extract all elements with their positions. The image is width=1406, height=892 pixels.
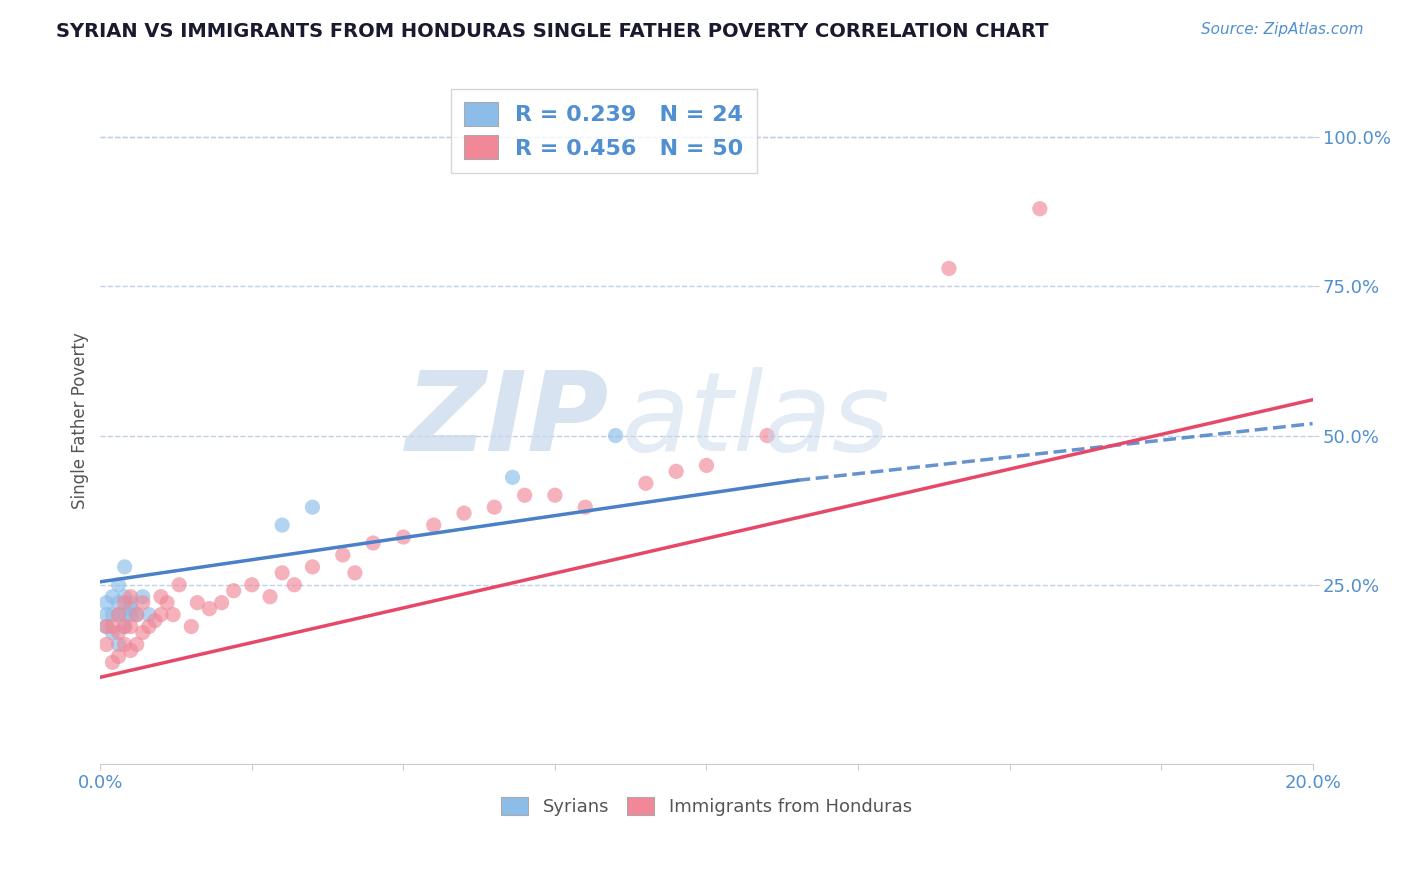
Point <box>222 583 245 598</box>
Point <box>96 596 118 610</box>
Point <box>162 607 184 622</box>
Point <box>513 488 536 502</box>
Text: SYRIAN VS IMMIGRANTS FROM HONDURAS SINGLE FATHER POVERTY CORRELATION CHART: SYRIAN VS IMMIGRANTS FROM HONDURAS SINGL… <box>56 22 1049 41</box>
Point <box>132 596 155 610</box>
Point <box>125 607 148 622</box>
Point <box>96 619 118 633</box>
Point <box>120 607 142 622</box>
Point <box>180 619 202 633</box>
Point <box>107 596 129 610</box>
Point <box>120 643 142 657</box>
Point <box>120 619 142 633</box>
Point <box>120 590 142 604</box>
Point <box>101 590 124 604</box>
Text: atlas: atlas <box>621 368 890 475</box>
Point <box>114 559 136 574</box>
Point <box>107 625 129 640</box>
Point <box>101 619 124 633</box>
Point <box>114 607 136 622</box>
Point <box>132 590 155 604</box>
Point <box>101 607 124 622</box>
Point <box>107 649 129 664</box>
Point <box>211 596 233 610</box>
Point <box>756 428 779 442</box>
Point <box>301 559 323 574</box>
Point <box>120 596 142 610</box>
Point <box>107 607 129 622</box>
Point <box>259 590 281 604</box>
Point <box>120 601 142 615</box>
Point <box>96 637 118 651</box>
Point <box>271 566 294 580</box>
Point <box>114 590 136 604</box>
Point <box>96 607 118 622</box>
Point <box>240 578 263 592</box>
Point <box>361 536 384 550</box>
Point <box>392 530 415 544</box>
Point <box>453 506 475 520</box>
Point <box>502 470 524 484</box>
Y-axis label: Single Father Poverty: Single Father Poverty <box>72 332 89 509</box>
Point <box>114 637 136 651</box>
Point <box>544 488 567 502</box>
Point <box>186 596 208 610</box>
Point <box>114 619 136 633</box>
Point <box>271 518 294 533</box>
Point <box>132 625 155 640</box>
Legend: Syrians, Immigrants from Honduras: Syrians, Immigrants from Honduras <box>494 789 920 823</box>
Point <box>198 601 221 615</box>
Point <box>695 458 717 473</box>
Point <box>96 619 118 633</box>
Point <box>422 518 444 533</box>
Point <box>332 548 354 562</box>
Point <box>125 607 148 622</box>
Point <box>343 566 366 580</box>
Point <box>101 625 124 640</box>
Point <box>138 619 160 633</box>
Point <box>938 261 960 276</box>
Point <box>107 578 129 592</box>
Point <box>107 637 129 651</box>
Point <box>283 578 305 592</box>
Point <box>574 500 596 515</box>
Point <box>114 596 136 610</box>
Point <box>1029 202 1052 216</box>
Point <box>484 500 506 515</box>
Point <box>107 607 129 622</box>
Point <box>138 607 160 622</box>
Point <box>605 428 627 442</box>
Point <box>156 596 179 610</box>
Point <box>167 578 190 592</box>
Text: Source: ZipAtlas.com: Source: ZipAtlas.com <box>1201 22 1364 37</box>
Point <box>114 619 136 633</box>
Point <box>634 476 657 491</box>
Point <box>143 614 166 628</box>
Point <box>665 464 688 478</box>
Point <box>149 607 172 622</box>
Point <box>101 656 124 670</box>
Point <box>149 590 172 604</box>
Point <box>301 500 323 515</box>
Text: ZIP: ZIP <box>406 368 609 475</box>
Point <box>125 637 148 651</box>
